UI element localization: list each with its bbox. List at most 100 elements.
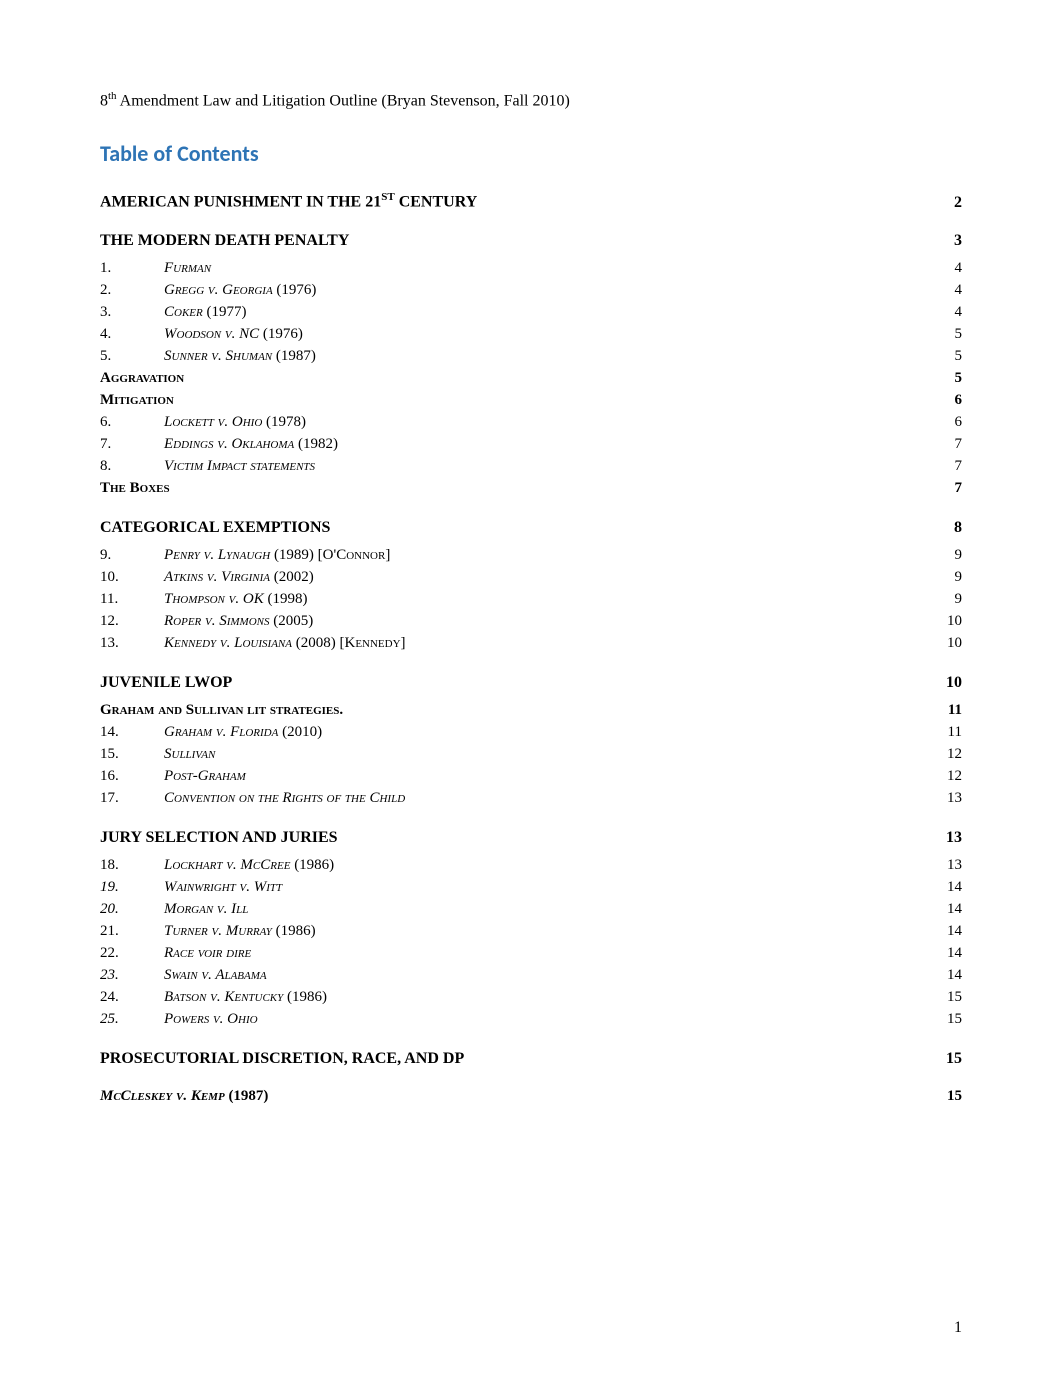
- toc-item: 12.Roper v. Simmons (2005)10: [100, 611, 962, 632]
- toc-item-number: 6.: [100, 412, 164, 433]
- toc-item-number: 13.: [100, 633, 164, 654]
- toc-item-number: 22.: [100, 943, 164, 964]
- toc-page-ref: 12: [922, 744, 962, 765]
- toc-bold-subsection: McCleskey v. Kemp (1987) 15: [100, 1086, 962, 1107]
- toc-item: 11.Thompson v. OK (1998)9: [100, 589, 962, 610]
- toc-page-ref: 10: [922, 611, 962, 632]
- toc-item-label: Coker (1977): [164, 302, 922, 323]
- toc-item-number: 17.: [100, 788, 164, 809]
- toc-page-ref: 13: [922, 829, 962, 847]
- toc-item: 24.Batson v. Kentucky (1986)15: [100, 987, 962, 1008]
- toc-item-label: Atkins v. Virginia (2002): [164, 567, 922, 588]
- toc-page-ref: 5: [922, 324, 962, 345]
- toc-subsection: The Boxes 7: [100, 478, 962, 499]
- toc-item-label: Eddings v. Oklahoma (1982): [164, 434, 922, 455]
- toc-item-label: Swain v. Alabama: [164, 965, 922, 986]
- toc-page-ref: 6: [922, 390, 962, 411]
- toc-item: 20.Morgan v. Ill14: [100, 899, 962, 920]
- toc-section-header: JURY SELECTION AND JURIES 13: [100, 829, 962, 847]
- toc-item: 8.Victim Impact statements7: [100, 456, 962, 477]
- toc-item-number: 5.: [100, 346, 164, 367]
- toc-item: 10.Atkins v. Virginia (2002)9: [100, 567, 962, 588]
- toc-page-ref: 15: [922, 1050, 962, 1068]
- toc-page-ref: 7: [922, 478, 962, 499]
- toc-item: 4.Woodson v. NC (1976)5: [100, 324, 962, 345]
- toc-item-label: Wainwright v. Witt: [164, 877, 922, 898]
- toc-item-label: Post-Graham: [164, 766, 922, 787]
- toc-item: 18.Lockhart v. McCree (1986)13: [100, 855, 962, 876]
- header-superscript: th: [108, 90, 117, 102]
- toc-page-ref: 11: [922, 722, 962, 743]
- toc-item-number: 24.: [100, 987, 164, 1008]
- toc-page-ref: 12: [922, 766, 962, 787]
- toc-item-label: Roper v. Simmons (2005): [164, 611, 922, 632]
- toc-item-label: Penry v. Lynaugh (1989) [O'Connor]: [164, 545, 922, 566]
- toc-subsection-label: The Boxes: [100, 478, 170, 499]
- toc-subsection-label: Graham and Sullivan lit strategies.: [100, 700, 343, 721]
- toc-item-number: 14.: [100, 722, 164, 743]
- toc-section-header: PROSECUTORIAL DISCRETION, RACE, AND DP15: [100, 1050, 962, 1068]
- toc-item-number: 16.: [100, 766, 164, 787]
- toc-subsection-label: McCleskey v. Kemp (1987): [100, 1086, 268, 1107]
- toc-item-number: 23.: [100, 965, 164, 986]
- toc-section-title: JURY SELECTION AND JURIES: [100, 829, 338, 847]
- toc-item-label: Sunner v. Shuman (1987): [164, 346, 922, 367]
- toc-item-label: Furman: [164, 258, 922, 279]
- toc-item-number: 2.: [100, 280, 164, 301]
- toc-item-label: Thompson v. OK (1998): [164, 589, 922, 610]
- toc-page-ref: 9: [922, 545, 962, 566]
- toc-page-ref: 14: [922, 899, 962, 920]
- toc-item-label: Turner v. Murray (1986): [164, 921, 922, 942]
- toc-section-title: AMERICAN PUNISHMENT IN THE 21ST CENTURY: [100, 191, 477, 211]
- toc-item: 1.Furman4: [100, 258, 962, 279]
- toc-page-ref: 5: [922, 368, 962, 389]
- toc-section-header: THE MODERN DEATH PENALTY3: [100, 232, 962, 250]
- toc-page-ref: 15: [922, 987, 962, 1008]
- toc-item: 3.Coker (1977)4: [100, 302, 962, 323]
- toc-item-label: Victim Impact statements: [164, 456, 922, 477]
- toc-page-ref: 14: [922, 943, 962, 964]
- toc-subsection: Mitigation6: [100, 390, 962, 411]
- toc-page-ref: 13: [922, 855, 962, 876]
- toc-item: 21.Turner v. Murray (1986)14: [100, 921, 962, 942]
- toc-subsection: Aggravation5: [100, 368, 962, 389]
- toc-item-number: 8.: [100, 456, 164, 477]
- toc-page-ref: 11: [922, 700, 962, 721]
- toc-page-ref: 9: [922, 589, 962, 610]
- toc-item: 14.Graham v. Florida (2010)11: [100, 722, 962, 743]
- toc-item-number: 4.: [100, 324, 164, 345]
- toc-page-ref: 14: [922, 965, 962, 986]
- toc-item: 17.Convention on the Rights of the Child…: [100, 788, 962, 809]
- toc-page-ref: 4: [922, 258, 962, 279]
- toc-page-ref: 13: [922, 788, 962, 809]
- toc-item-label: Graham v. Florida (2010): [164, 722, 922, 743]
- toc-page-ref: 7: [922, 434, 962, 455]
- toc-subsection: Graham and Sullivan lit strategies. 11: [100, 700, 962, 721]
- toc-page-ref: 9: [922, 567, 962, 588]
- toc-item: 23.Swain v. Alabama14: [100, 965, 962, 986]
- toc-title: Table of Contents: [100, 140, 962, 167]
- toc-item-number: 10.: [100, 567, 164, 588]
- toc-item-number: 9.: [100, 545, 164, 566]
- toc-page-ref: 15: [922, 1086, 962, 1107]
- toc-item: 6.Lockett v. Ohio (1978)6: [100, 412, 962, 433]
- toc-item-label: Woodson v. NC (1976): [164, 324, 922, 345]
- toc-item-number: 15.: [100, 744, 164, 765]
- toc-item-label: Lockett v. Ohio (1978): [164, 412, 922, 433]
- toc-item: 19.Wainwright v. Witt14: [100, 877, 962, 898]
- toc-item-number: 21.: [100, 921, 164, 942]
- toc-item: 2.Gregg v. Georgia (1976)4: [100, 280, 962, 301]
- toc-section-header: CATEGORICAL EXEMPTIONS8: [100, 519, 962, 537]
- toc-item-number: 19.: [100, 877, 164, 898]
- toc-item-number: 3.: [100, 302, 164, 323]
- toc-item: 13.Kennedy v. Louisiana (2008) [Kennedy]…: [100, 633, 962, 654]
- toc-page-ref: 4: [922, 302, 962, 323]
- toc-section-title: CATEGORICAL EXEMPTIONS: [100, 519, 330, 537]
- toc-item-label: Morgan v. Ill: [164, 899, 922, 920]
- toc-item: 16.Post-Graham12: [100, 766, 962, 787]
- toc-page-ref: 7: [922, 456, 962, 477]
- toc-page-ref: 10: [922, 674, 962, 692]
- toc-item-number: 25.: [100, 1009, 164, 1030]
- toc-page-ref: 14: [922, 877, 962, 898]
- header-text-before: 8: [100, 92, 108, 109]
